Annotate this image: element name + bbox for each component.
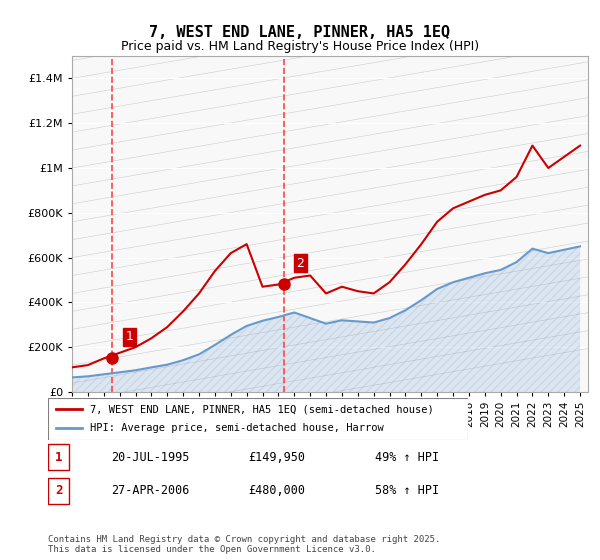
Text: 20-JUL-1995: 20-JUL-1995 bbox=[112, 451, 190, 464]
Text: Price paid vs. HM Land Registry's House Price Index (HPI): Price paid vs. HM Land Registry's House … bbox=[121, 40, 479, 53]
Text: 49% ↑ HPI: 49% ↑ HPI bbox=[376, 451, 439, 464]
Text: Contains HM Land Registry data © Crown copyright and database right 2025.
This d: Contains HM Land Registry data © Crown c… bbox=[48, 535, 440, 554]
Text: 1: 1 bbox=[125, 330, 133, 343]
Text: £480,000: £480,000 bbox=[248, 484, 305, 497]
Text: 7, WEST END LANE, PINNER, HA5 1EQ (semi-detached house): 7, WEST END LANE, PINNER, HA5 1EQ (semi-… bbox=[90, 404, 434, 414]
Text: HPI: Average price, semi-detached house, Harrow: HPI: Average price, semi-detached house,… bbox=[90, 423, 384, 433]
Text: 2: 2 bbox=[296, 256, 304, 269]
FancyBboxPatch shape bbox=[48, 478, 69, 503]
FancyBboxPatch shape bbox=[48, 445, 69, 470]
FancyBboxPatch shape bbox=[48, 398, 468, 440]
Text: 2: 2 bbox=[55, 484, 62, 497]
Text: 1: 1 bbox=[55, 451, 62, 464]
Text: 27-APR-2006: 27-APR-2006 bbox=[112, 484, 190, 497]
Text: 58% ↑ HPI: 58% ↑ HPI bbox=[376, 484, 439, 497]
Text: £149,950: £149,950 bbox=[248, 451, 305, 464]
Text: 7, WEST END LANE, PINNER, HA5 1EQ: 7, WEST END LANE, PINNER, HA5 1EQ bbox=[149, 25, 451, 40]
